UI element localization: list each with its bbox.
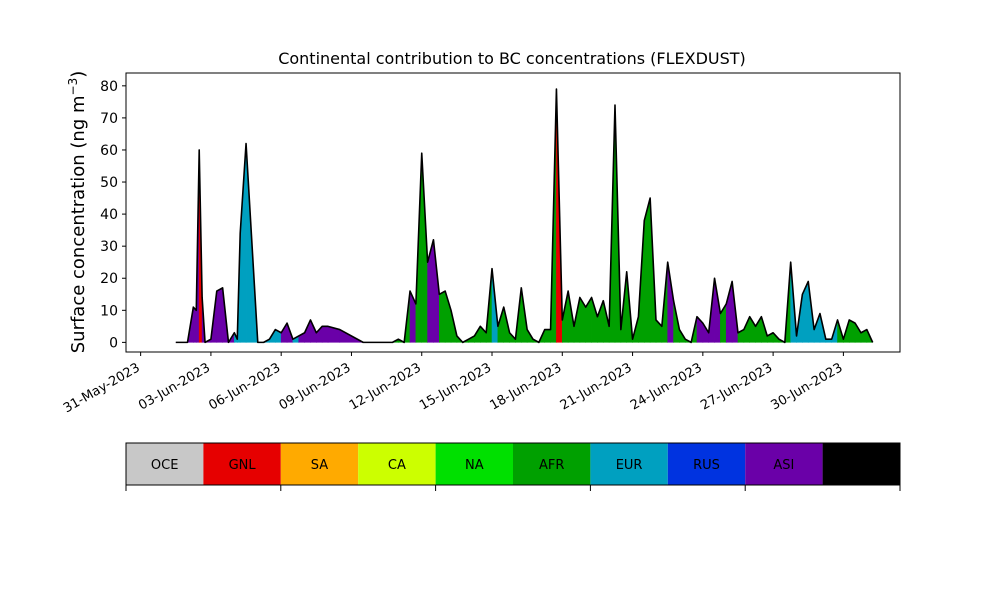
y-tick-label: 80	[100, 79, 118, 95]
legend-swatch	[590, 443, 668, 485]
legend-swatch	[203, 443, 281, 485]
legend-label: OCE	[151, 458, 179, 473]
x-tick-label: 31-May-2023	[61, 360, 143, 416]
legend-swatch	[358, 443, 436, 485]
legend-label: AUS	[848, 458, 875, 473]
y-tick-label: 10	[100, 303, 118, 319]
total-line	[175, 88, 874, 344]
x-tick-label: 27-Jun-2023	[698, 360, 775, 413]
x-tick-label: 24-Jun-2023	[628, 360, 705, 413]
y-axis-label-exponent: −3	[66, 78, 80, 96]
area-segment	[427, 239, 434, 343]
y-tick-label: 0	[109, 335, 118, 351]
legend-swatch	[435, 443, 513, 485]
y-tick-label: 20	[100, 271, 118, 287]
x-tick-label: 03-Jun-2023	[136, 360, 213, 413]
area-segment	[239, 143, 247, 343]
y-tick-label: 30	[100, 239, 118, 255]
x-tick-label: 09-Jun-2023	[277, 360, 354, 413]
legend-label: CA	[388, 458, 406, 473]
legend-swatch	[126, 443, 204, 485]
y-axis-label-main: Surface concentration (ng m	[68, 95, 89, 353]
legend-frame	[125, 442, 901, 486]
y-axis-label: Surface concentration (ng m−3)	[66, 71, 89, 354]
area-segment	[216, 287, 223, 343]
area-segment	[439, 290, 446, 343]
y-tick-label: 50	[100, 175, 118, 191]
legend-label: AFR	[539, 458, 564, 473]
y-tick-label: 40	[100, 207, 118, 223]
legend-label: SA	[311, 458, 328, 473]
area-segment	[591, 297, 598, 343]
area-segment	[321, 326, 329, 343]
legend: OCE GNL SA CA NA AFR EUR RUS ASI AUS	[125, 442, 901, 491]
x-tick-label: 06-Jun-2023	[206, 360, 283, 413]
x-tick-label: 18-Jun-2023	[487, 360, 564, 413]
legend-swatch	[745, 443, 823, 485]
area-segment	[544, 329, 551, 343]
legend-swatch	[513, 443, 591, 485]
y-tick-label: 60	[100, 143, 118, 159]
chart-title: Continental contribution to BC concentra…	[278, 49, 746, 68]
legend-swatch	[280, 443, 359, 485]
legend-label: ASI	[773, 458, 794, 473]
y-axis-label-close: )	[68, 71, 89, 78]
legend-label: NA	[465, 458, 484, 473]
area-segment	[667, 262, 674, 343]
x-tick-label: 12-Jun-2023	[347, 360, 424, 413]
legend-label: EUR	[616, 458, 643, 473]
legend-swatch	[667, 443, 746, 485]
legend-swatch	[822, 443, 900, 485]
axes-frame	[125, 72, 901, 353]
y-tick-label: 70	[100, 111, 118, 127]
x-tick-label: 30-Jun-2023	[769, 360, 846, 413]
area-segment	[193, 306, 197, 343]
x-tick-label: 15-Jun-2023	[417, 360, 494, 413]
legend-label: RUS	[693, 458, 720, 473]
x-tick-label: 21-Jun-2023	[558, 360, 635, 413]
legend-label: GNL	[229, 458, 257, 473]
plot-area: 0102030405060708031-May-202303-Jun-20230…	[61, 72, 901, 416]
